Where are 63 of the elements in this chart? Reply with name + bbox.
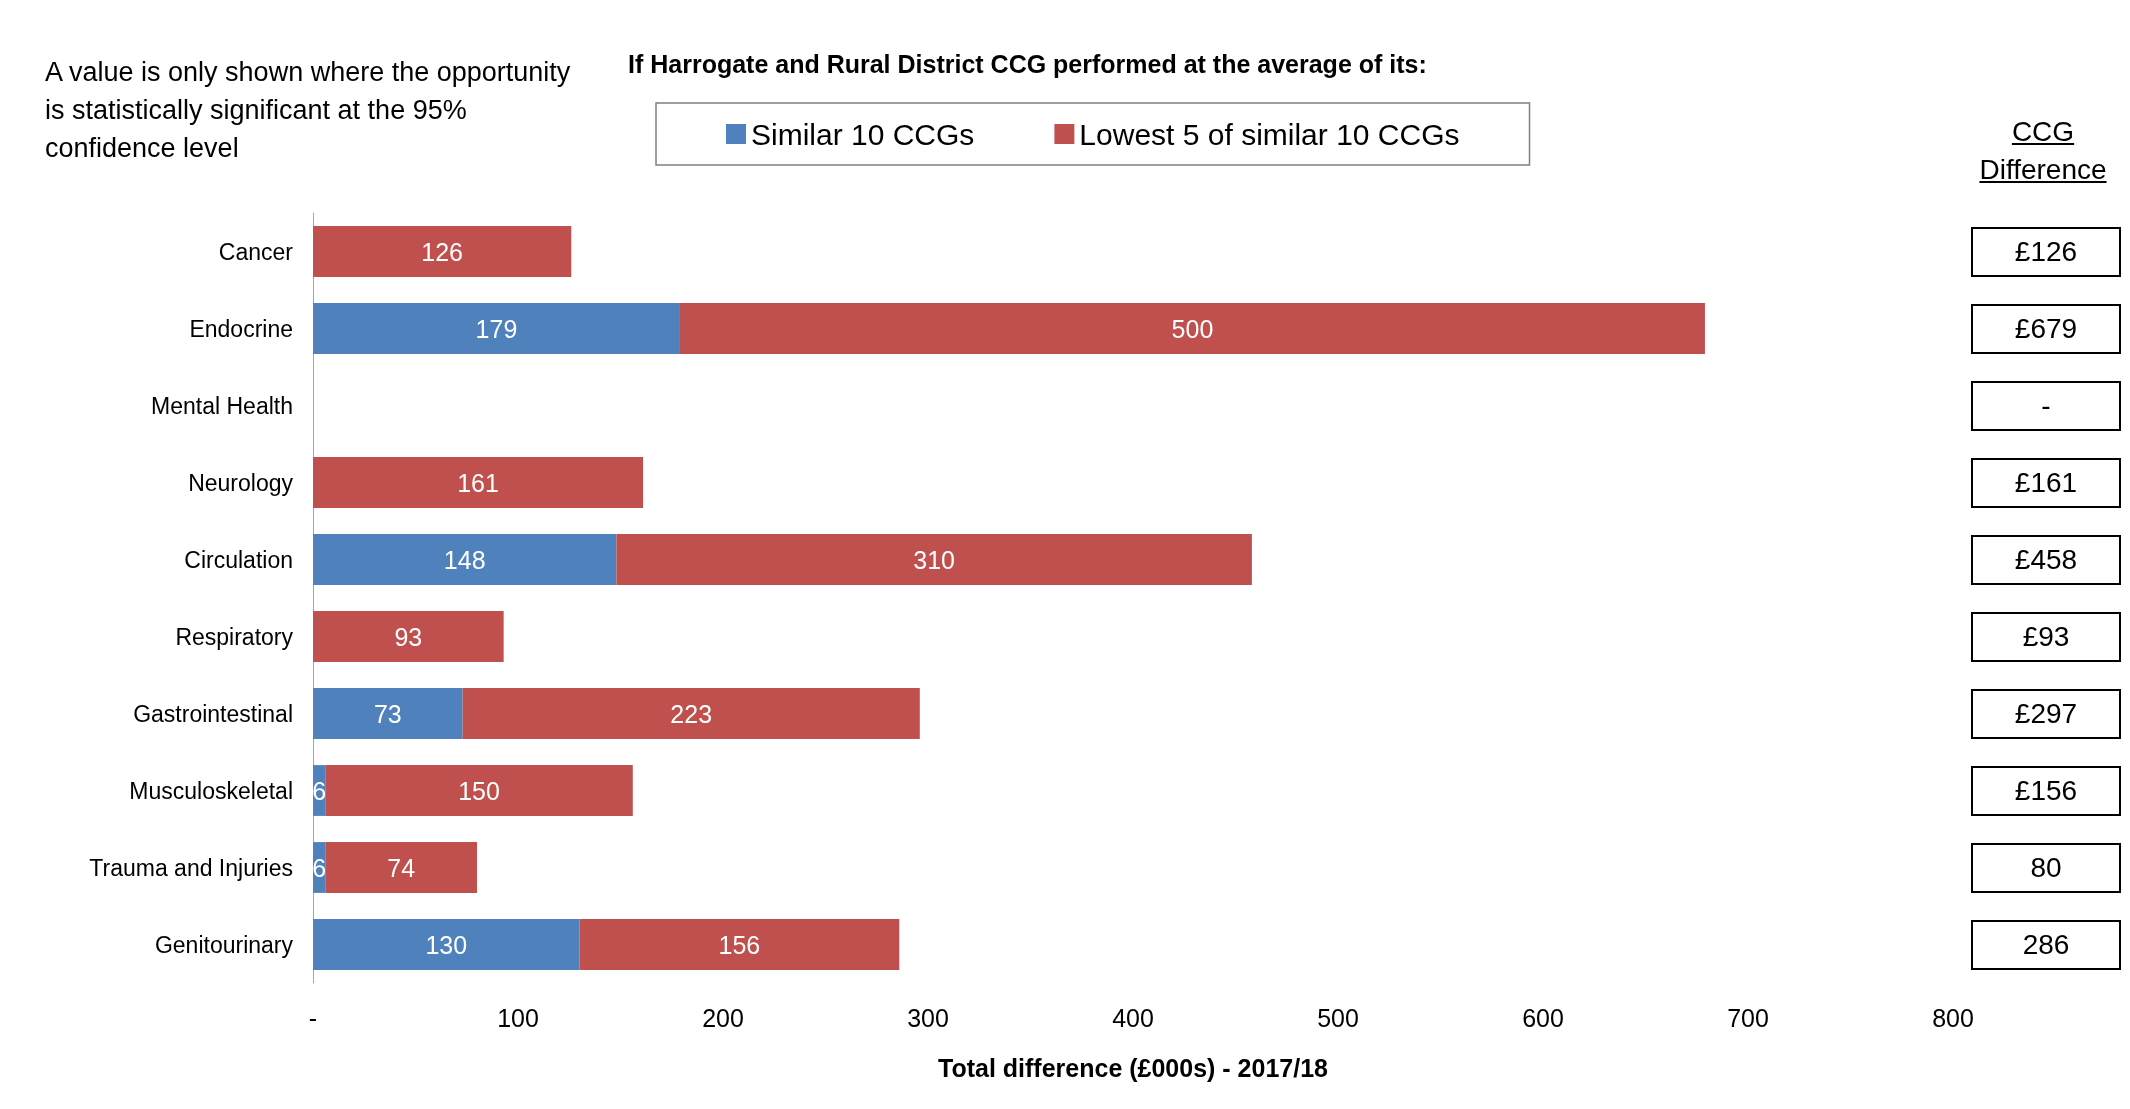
data-label: 179 [475, 314, 518, 343]
x-tick-label: 100 [497, 1003, 539, 1032]
bar [616, 534, 1252, 585]
data-label: 6 [312, 853, 327, 882]
y-tick-label: Musculoskeletal [129, 777, 293, 804]
legend-label: Lowest 5 of similar 10 CCGs [1079, 117, 1460, 151]
bar [462, 688, 920, 739]
y-tick-label: Neurology [188, 469, 294, 496]
data-label: 126 [421, 237, 464, 266]
x-tick-label: 200 [702, 1003, 744, 1032]
legend-label: Similar 10 CCGs [751, 117, 975, 151]
y-tick-label: Genitourinary [154, 931, 294, 958]
text: £126 [1971, 226, 2121, 277]
text: £679 [1971, 303, 2121, 354]
text: A value is only shown where the opportunity is statistically significant at the 95% confidence level [45, 56, 572, 165]
bar [313, 226, 572, 277]
bar [325, 765, 633, 816]
y-tick-label: Respiratory [175, 623, 294, 650]
x-tick-label: 600 [1522, 1003, 1564, 1032]
data-label: 6 [312, 776, 327, 805]
text: £458 [1971, 534, 2121, 585]
text: £161 [1971, 457, 2121, 508]
text: £156 [1971, 765, 2121, 816]
data-label: 150 [458, 776, 500, 805]
bar [579, 919, 900, 970]
text: £93 [1971, 611, 2121, 662]
x-tick-label: 400 [1112, 1003, 1154, 1032]
x-tick-label: 800 [1932, 1003, 1974, 1032]
x-tick-label: 300 [907, 1003, 949, 1032]
chart-title: If Harrogate and Rural District CCG performed at the average of its: [628, 49, 1427, 78]
bar [313, 534, 617, 585]
x-tick-label: 500 [1317, 1003, 1359, 1032]
data-label: 223 [670, 699, 713, 728]
bar [679, 303, 1705, 354]
text: £297 [1971, 688, 2121, 739]
text: CCG Difference [1978, 115, 2108, 187]
data-label: 73 [373, 699, 402, 728]
x-tick-label: - [308, 1003, 318, 1032]
x-tick-label: 700 [1727, 1003, 1769, 1032]
data-label: 310 [913, 545, 956, 574]
bar [313, 919, 580, 970]
data-label: 74 [387, 853, 416, 882]
y-tick-label: Circulation [184, 546, 293, 573]
bar [313, 303, 680, 354]
data-label: 161 [457, 468, 499, 497]
data-label: 93 [394, 622, 423, 651]
data-label: 156 [718, 930, 761, 959]
data-label: 148 [443, 545, 486, 574]
text: 286 [1971, 919, 2121, 970]
y-tick-label: Gastrointestinal [133, 700, 293, 727]
text: - [1971, 380, 2121, 431]
y-tick-label: Cancer [218, 238, 294, 265]
data-label: 130 [425, 930, 468, 959]
bar [313, 611, 504, 662]
y-tick-label: Endocrine [189, 315, 293, 342]
data-label: 500 [1171, 314, 1214, 343]
y-tick-label: Mental Health [151, 392, 293, 419]
bar [313, 688, 463, 739]
text: 80 [1971, 842, 2121, 893]
bar [313, 457, 644, 508]
bar [325, 842, 477, 893]
y-tick-label: Trauma and Injuries [89, 854, 293, 881]
x-axis-title: Total difference (£000s) - 2017/18 [938, 1053, 1329, 1082]
